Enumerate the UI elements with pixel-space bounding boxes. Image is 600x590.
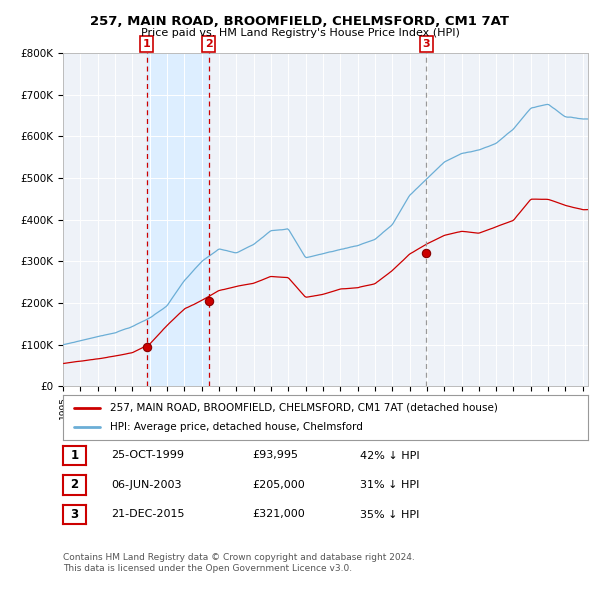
Text: 1: 1 — [70, 449, 79, 462]
Text: 06-JUN-2003: 06-JUN-2003 — [111, 480, 182, 490]
Text: 257, MAIN ROAD, BROOMFIELD, CHELMSFORD, CM1 7AT (detached house): 257, MAIN ROAD, BROOMFIELD, CHELMSFORD, … — [110, 403, 498, 412]
Text: 21-DEC-2015: 21-DEC-2015 — [111, 510, 185, 519]
Text: HPI: Average price, detached house, Chelmsford: HPI: Average price, detached house, Chel… — [110, 422, 363, 432]
Text: 42% ↓ HPI: 42% ↓ HPI — [360, 451, 419, 460]
Text: 31% ↓ HPI: 31% ↓ HPI — [360, 480, 419, 490]
Text: £321,000: £321,000 — [252, 510, 305, 519]
Text: £93,995: £93,995 — [252, 451, 298, 460]
Text: 35% ↓ HPI: 35% ↓ HPI — [360, 510, 419, 519]
Bar — [147, 53, 209, 386]
Text: This data is licensed under the Open Government Licence v3.0.: This data is licensed under the Open Gov… — [63, 565, 352, 573]
Text: 257, MAIN ROAD, BROOMFIELD, CHELMSFORD, CM1 7AT: 257, MAIN ROAD, BROOMFIELD, CHELMSFORD, … — [91, 15, 509, 28]
Text: 2: 2 — [70, 478, 79, 491]
Text: 25-OCT-1999: 25-OCT-1999 — [111, 451, 184, 460]
Text: 3: 3 — [422, 39, 430, 49]
Text: £205,000: £205,000 — [252, 480, 305, 490]
Text: Price paid vs. HM Land Registry's House Price Index (HPI): Price paid vs. HM Land Registry's House … — [140, 28, 460, 38]
Text: 3: 3 — [70, 508, 79, 521]
Text: 2: 2 — [205, 39, 213, 49]
Text: 1: 1 — [143, 39, 151, 49]
Text: Contains HM Land Registry data © Crown copyright and database right 2024.: Contains HM Land Registry data © Crown c… — [63, 553, 415, 562]
